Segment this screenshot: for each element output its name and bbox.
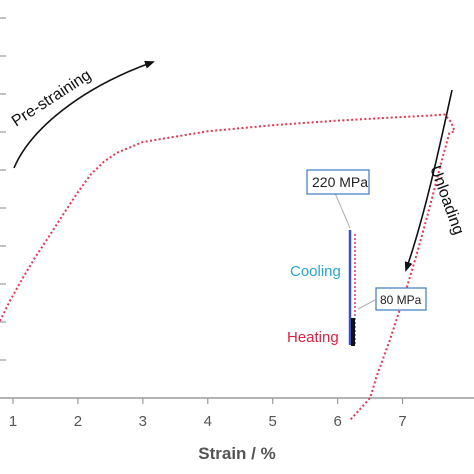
callout-220-mpa: 220 MPa — [306, 169, 370, 229]
x-tick-label-4: 4 — [204, 413, 212, 430]
axes: 1 2 3 4 5 6 7 — [0, 17, 474, 430]
pre-straining-label: Pre-straining — [9, 67, 94, 131]
x-axis-title: Strain / % — [198, 444, 275, 463]
x-tick-label-1: 1 — [9, 413, 17, 430]
x-axis-ticks: 1 2 3 4 5 6 7 — [9, 398, 407, 430]
callout-80-leader — [357, 299, 376, 310]
heating-label: Heating — [287, 329, 339, 346]
stress-strain-curve — [0, 113, 456, 421]
pre-straining-annotation: Pre-straining — [9, 60, 155, 169]
unloading-annotation: Unloading — [404, 89, 467, 272]
callout-220-leader — [334, 192, 351, 229]
callout-80-box — [375, 287, 427, 311]
x-tick-label-5: 5 — [269, 413, 277, 430]
x-tick-label-6: 6 — [333, 413, 341, 430]
callout-80-mpa: 80 MPa — [357, 287, 427, 311]
unloading-label: Unloading — [426, 164, 467, 238]
y-axis-ticks — [0, 17, 6, 361]
cooling-heating-segment: Cooling Heating — [287, 230, 356, 346]
callout-220-text: 220 MPa — [312, 174, 368, 190]
pre-straining-arrow — [13, 60, 155, 169]
x-tick-label-3: 3 — [139, 413, 147, 430]
x-tick-label-7: 7 — [398, 413, 406, 430]
x-tick-label-2: 2 — [74, 413, 82, 430]
callout-220-box — [306, 169, 370, 195]
unloading-arrow — [404, 89, 453, 272]
callout-80-text: 80 MPa — [380, 293, 422, 307]
cooling-label: Cooling — [290, 263, 341, 280]
